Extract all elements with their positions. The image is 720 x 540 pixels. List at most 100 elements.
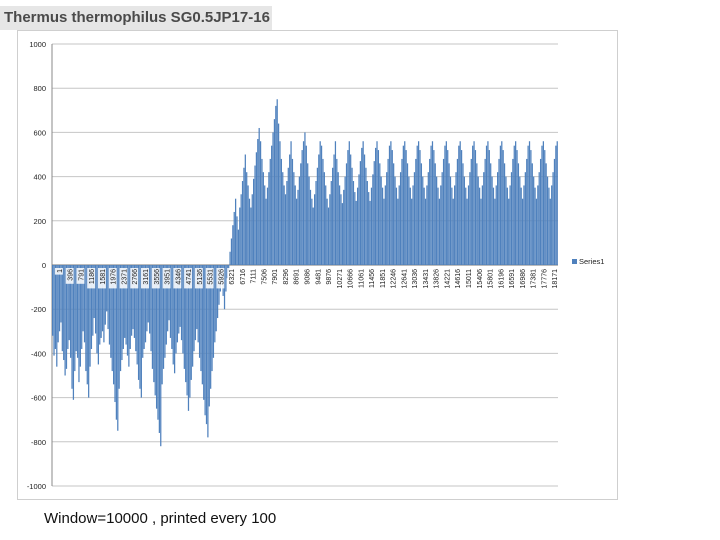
x-tick-label: 9481 [315,269,322,285]
bar [340,194,342,265]
bar [223,265,226,310]
bar [192,265,194,367]
bar [548,187,550,265]
y-tick-label: 0 [42,261,46,270]
x-tick-label-bg [539,268,548,293]
bar [94,265,97,334]
bar [406,163,409,265]
x-tick-label: 15406 [477,269,484,289]
bar [318,154,320,265]
y-tick-label: 1000 [29,40,46,49]
bar [103,265,105,343]
bar [350,154,352,265]
bar [232,225,234,265]
bar [119,265,122,372]
x-tick-label: 10666 [348,269,355,289]
bar [197,265,199,343]
bar [283,185,285,265]
bar [494,198,496,265]
bar [384,185,386,265]
bar [305,145,307,265]
bar [508,198,510,265]
bar [125,265,127,345]
bar [118,265,120,389]
bar [207,265,209,438]
bar [215,265,217,332]
bar [316,167,319,265]
bar [325,185,327,265]
bar [276,99,278,265]
bar [495,185,497,265]
x-tick-label: 11061 [358,269,365,288]
bar [129,265,131,349]
bar [250,207,252,265]
bar [165,265,167,345]
x-tick-label-bg [130,268,139,289]
bar [65,265,68,369]
x-tick-label: 2766 [132,269,139,285]
bar [53,265,55,356]
bar [455,172,457,265]
bar [284,194,287,265]
bar [307,163,309,265]
x-tick-label: 13826 [434,269,441,289]
bar [397,198,399,265]
bar [247,185,249,265]
bar [430,145,432,265]
bar [469,172,471,265]
x-tick-label: 16591 [509,269,516,289]
bar [275,105,277,265]
bar [546,176,549,265]
bar [210,265,212,389]
bar [302,141,305,265]
x-tick-label: 17381 [531,269,538,289]
bar [502,150,504,265]
bar [287,167,289,265]
bar [160,265,162,447]
bar [375,147,377,265]
bar [100,265,102,338]
bar [294,185,296,265]
x-tick-label: 3161 [143,269,150,285]
bar [271,145,273,265]
x-tick-label-bg [528,268,537,293]
x-tick-label: 16986 [520,269,527,289]
bar [515,141,517,265]
bar [415,158,417,265]
bar [393,163,395,265]
x-tick-label-bg [97,268,106,289]
x-tick-label: 5926 [218,269,225,285]
bar [361,147,363,265]
bar [233,211,235,265]
bar [88,265,90,398]
bar [133,265,136,338]
bar [409,187,411,265]
bar [497,172,499,265]
bar [291,158,294,265]
bar [301,150,303,265]
x-tick-label-bg [216,268,225,289]
bar [117,265,119,431]
x-tick-label: 396 [68,269,75,281]
x-tick-label-bg [367,268,376,293]
bar [411,198,413,265]
bar [52,265,54,336]
bar [265,198,267,265]
bar [312,207,314,265]
bar [190,265,192,380]
bar [492,187,495,265]
bar [86,265,88,385]
bar [341,203,343,265]
bar [358,174,360,265]
bar [383,198,385,265]
x-tick-label: 8691 [294,269,301,285]
x-tick-label: 14221 [444,269,451,289]
bar [198,265,201,358]
bar [345,163,348,265]
bar [155,265,158,409]
x-tick-label-bg [270,268,279,289]
bar [459,141,461,265]
bar [333,154,335,265]
bar [212,265,215,358]
bar [96,265,98,354]
